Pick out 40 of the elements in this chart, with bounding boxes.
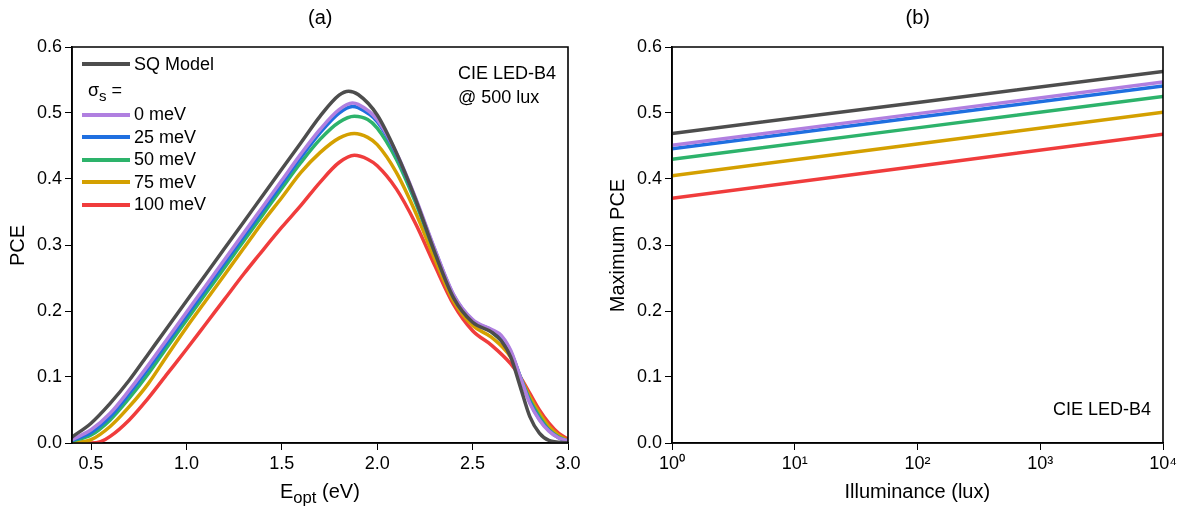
legend-title: σ$_{s}$ = bbox=[87, 78, 124, 104]
legend-label: SQ Model bbox=[134, 53, 215, 75]
legend-label: 75 meV bbox=[134, 171, 197, 193]
y-tick-label: 0.3 bbox=[636, 233, 662, 254]
y-tick-label: 0.1 bbox=[636, 365, 662, 386]
x-tick-label: 1.5 bbox=[269, 452, 295, 473]
x-tick-label: 0.5 bbox=[78, 452, 104, 473]
x-tick-label: 10⁴ bbox=[1149, 452, 1177, 473]
chart-title: (a) bbox=[308, 6, 333, 29]
annotation: CIE LED-B4 bbox=[1052, 398, 1152, 419]
x-tick-label: 2.0 bbox=[364, 452, 390, 473]
y-tick-label: 0.0 bbox=[36, 431, 62, 452]
x-tick-label: 3.0 bbox=[555, 452, 581, 473]
y-axis-title: Maximum PCE bbox=[606, 178, 630, 312]
x-tick-label: 10¹ bbox=[781, 452, 808, 473]
x-tick-label: 2.5 bbox=[460, 452, 486, 473]
y-tick-label: 0.4 bbox=[36, 167, 62, 188]
y-tick-label: 0.6 bbox=[636, 35, 662, 56]
x-tick-label: 1.0 bbox=[173, 452, 199, 473]
y-axis-title: PCE bbox=[6, 224, 30, 266]
x-tick-label: 10³ bbox=[1027, 452, 1054, 473]
legend-label: 25 meV bbox=[134, 126, 197, 148]
y-tick-label: 0.4 bbox=[636, 167, 662, 188]
y-tick-label: 0.0 bbox=[636, 431, 662, 452]
annotation: CIE LED-B4 @ 500 lux bbox=[457, 62, 557, 107]
legend-label: 0 meV bbox=[134, 104, 187, 126]
x-axis-title: Illuminance (lux) bbox=[844, 480, 991, 503]
chart-title: (b) bbox=[905, 6, 930, 29]
y-tick-label: 0.6 bbox=[36, 35, 62, 56]
y-tick-label: 0.2 bbox=[636, 299, 662, 320]
y-tick-label: 0.1 bbox=[36, 365, 62, 386]
y-tick-label: 0.3 bbox=[36, 233, 62, 254]
legend-label: 100 meV bbox=[134, 194, 207, 216]
x-tick-label: 10⁰ bbox=[658, 452, 686, 473]
legend-label: 50 meV bbox=[134, 149, 197, 171]
y-tick-label: 0.5 bbox=[36, 101, 62, 122]
y-tick-label: 0.5 bbox=[636, 101, 662, 122]
x-tick-label: 10² bbox=[904, 452, 931, 473]
y-tick-label: 0.2 bbox=[36, 299, 62, 320]
x-axis-title: E$_{opt}$ (eV) bbox=[280, 480, 360, 508]
